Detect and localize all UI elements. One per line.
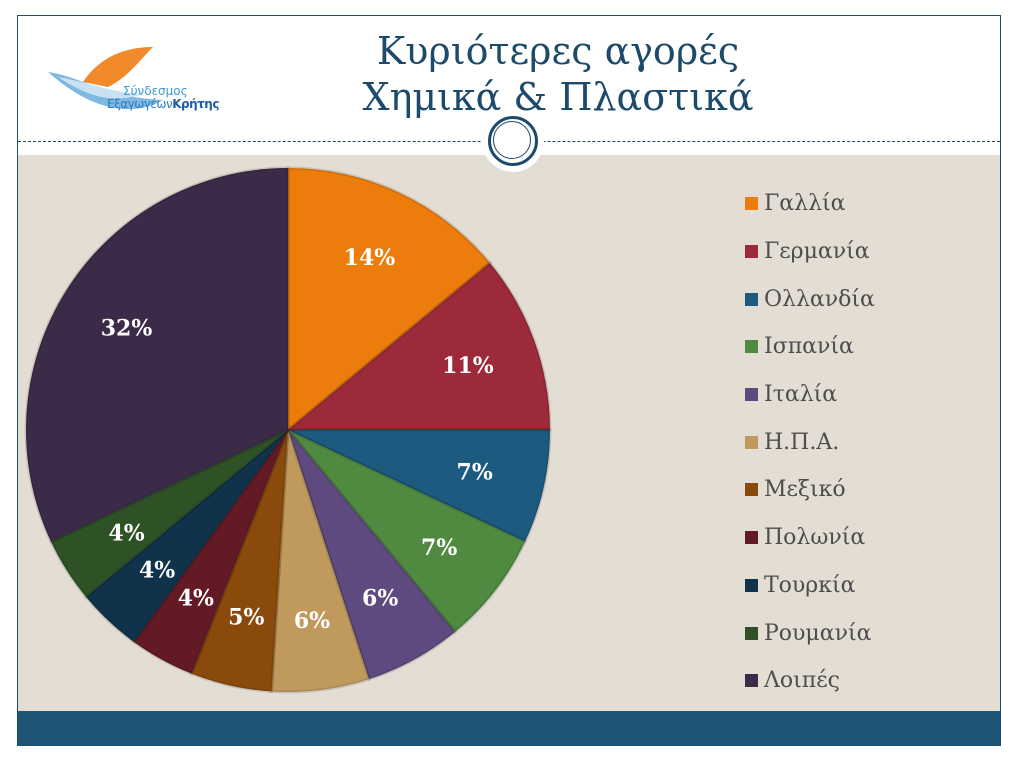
legend-label: Πολωνία xyxy=(764,525,866,551)
legend-swatch xyxy=(745,388,758,402)
legend-label: Λοιπές xyxy=(764,668,840,694)
data-label: 4% xyxy=(178,586,214,612)
legend-swatch xyxy=(745,483,758,497)
legend-item: Πολωνία xyxy=(745,514,875,562)
legend-item: Γερμανία xyxy=(745,228,875,276)
footer-bar xyxy=(18,711,1000,745)
logo-wing-icon xyxy=(48,47,163,110)
legend-swatch xyxy=(745,435,758,449)
legend-item: Ιταλία xyxy=(745,371,875,419)
legend-item: Τουρκία xyxy=(745,562,875,610)
pie-slice-6 xyxy=(189,429,290,694)
pie-slice-2 xyxy=(287,428,552,544)
data-label: 4% xyxy=(108,520,144,546)
legend-item: Ρουμανία xyxy=(745,609,875,657)
circle-ornament xyxy=(482,110,544,172)
logo: Σύνδεσμος ΕξαγωγέωνΚρήτης xyxy=(43,42,223,122)
pie-slice-0 xyxy=(286,166,492,434)
slide-title: Κυριότερες αγορές Χημικά & Πλαστικά xyxy=(308,28,808,120)
legend-label: Ολλανδία xyxy=(764,286,875,312)
logo-text: Σύνδεσμος xyxy=(123,84,188,98)
legend-label: Ρουμανία xyxy=(764,620,872,646)
pie-slice-5 xyxy=(269,429,371,694)
legend-swatch xyxy=(745,245,758,259)
legend-label: Ιταλία xyxy=(764,382,838,408)
legend-label: Η.Π.Α. xyxy=(764,429,840,455)
legend-item: Η.Π.Α. xyxy=(745,418,875,466)
legend-label: Ισπανία xyxy=(764,334,854,360)
legend-item: Ολλανδία xyxy=(745,275,875,323)
legend-label: Γαλλία xyxy=(764,191,846,217)
title-line: Χημικά & Πλαστικά xyxy=(362,75,754,119)
pie-slice-7 xyxy=(131,429,290,676)
legend-swatch xyxy=(745,197,758,211)
pie-slice-8 xyxy=(84,428,290,645)
legend-label: Μεξικό xyxy=(764,477,846,503)
pie-slice-3 xyxy=(286,428,528,634)
legend-swatch xyxy=(745,340,758,354)
title-line: Κυριότερες αγορές xyxy=(376,29,740,73)
legend-label: Γερμανία xyxy=(764,239,870,265)
legend-item: Λοιπές xyxy=(745,657,875,705)
data-label: 4% xyxy=(139,557,175,583)
legend-swatch xyxy=(745,531,758,545)
legend: Γαλλία Γερμανία Ολλανδία Ισπανία Ιταλία Η.Π.Α… xyxy=(745,180,875,705)
legend-item: Γαλλία xyxy=(745,180,875,228)
data-label: 11% xyxy=(442,353,494,379)
pie-slice-9 xyxy=(48,428,289,600)
legend-swatch xyxy=(745,674,758,688)
legend-swatch xyxy=(745,626,758,640)
data-label: 6% xyxy=(294,608,330,634)
logo-text: ΕξαγωγέωνΚρήτης xyxy=(107,97,219,111)
legend-label: Τουρκία xyxy=(764,572,856,598)
data-label: 32% xyxy=(101,316,153,342)
legend-swatch xyxy=(745,578,758,592)
data-label: 5% xyxy=(228,605,264,631)
pie-slice-10 xyxy=(24,166,290,544)
pie-slice-4 xyxy=(286,429,458,682)
legend-item: Ισπανία xyxy=(745,323,875,371)
legend-item: Μεξικό xyxy=(745,466,875,514)
pie-slice-1 xyxy=(283,260,552,432)
data-label: 7% xyxy=(457,460,493,486)
legend-swatch xyxy=(745,292,758,306)
data-label: 6% xyxy=(362,586,398,612)
data-label: 14% xyxy=(344,245,396,271)
data-label: 7% xyxy=(421,535,457,561)
